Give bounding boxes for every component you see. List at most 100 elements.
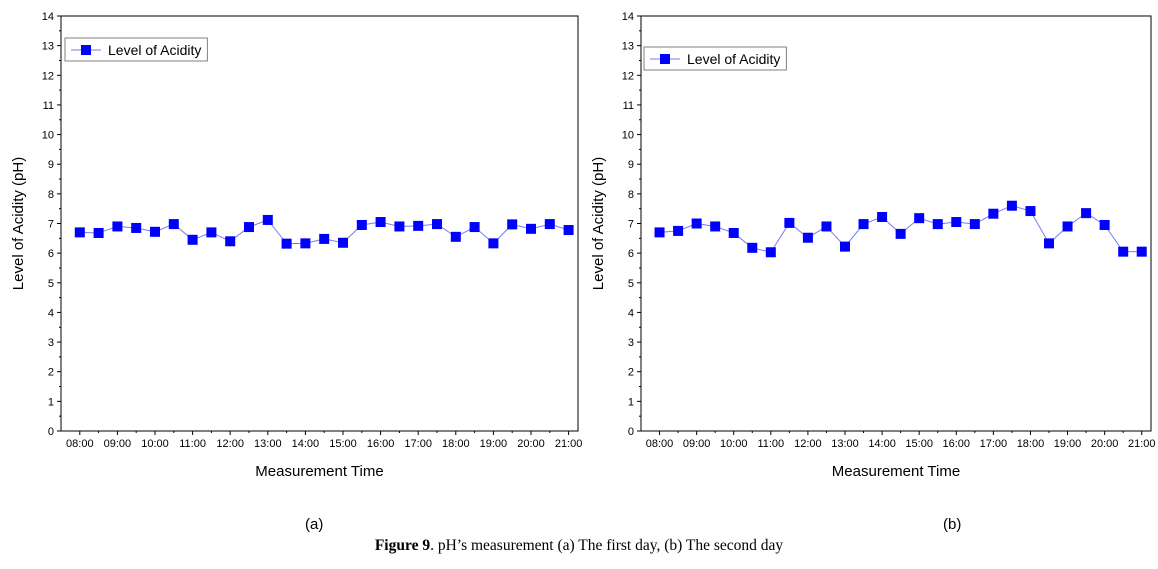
data-point: [563, 225, 574, 236]
data-point: [150, 226, 160, 237]
y-tick-label: 0: [48, 426, 54, 438]
data-point: [93, 227, 104, 238]
x-tick-label: 21:00: [555, 438, 583, 450]
y-tick-label: 8: [628, 189, 634, 201]
x-tick-label: 09:00: [104, 438, 132, 450]
y-tick-label: 13: [622, 41, 634, 53]
panel-label-b: (b): [943, 516, 962, 533]
data-point: [244, 222, 254, 233]
y-tick-label: 11: [623, 100, 634, 112]
data-point: [932, 219, 943, 230]
data-point: [112, 221, 123, 232]
x-tick-label: 09:00: [683, 438, 711, 450]
y-tick-label: 9: [628, 159, 634, 171]
y-tick-label: 4: [628, 307, 634, 319]
x-tick-label: 19:00: [1054, 438, 1082, 450]
data-point: [765, 247, 776, 258]
data-point: [895, 228, 906, 239]
legend-marker: [81, 45, 91, 55]
legend-marker: [660, 54, 670, 64]
y-tick-label: 11: [43, 100, 54, 112]
data-point: [710, 221, 721, 232]
data-point: [840, 241, 850, 252]
data-point: [187, 234, 198, 245]
y-tick-label: 8: [48, 189, 54, 201]
x-tick-label: 15:00: [905, 438, 933, 450]
data-point: [673, 225, 684, 236]
data-point: [526, 223, 536, 234]
x-tick-label: 18:00: [1017, 438, 1045, 450]
y-tick-label: 5: [628, 278, 634, 290]
legend-label: Level of Acidity: [687, 51, 780, 67]
y-tick-label: 10: [622, 130, 634, 142]
data-point: [507, 219, 518, 230]
data-point: [951, 217, 962, 228]
x-tick-label: 17:00: [404, 438, 432, 450]
y-tick-label: 5: [48, 278, 54, 290]
data-point: [969, 219, 980, 230]
x-axis-title: Measurement Time: [832, 463, 960, 480]
legend-box: [64, 37, 208, 62]
x-tick-label: 19:00: [480, 438, 508, 450]
y-tick-label: 1: [628, 396, 634, 408]
data-point: [319, 233, 330, 244]
y-tick-label: 13: [42, 41, 54, 53]
data-point: [858, 219, 869, 230]
data-point: [225, 236, 236, 247]
x-tick-label: 21:00: [1128, 438, 1156, 450]
x-tick-label: 11:00: [757, 438, 784, 450]
x-axis-title: Measurement Time: [255, 463, 383, 480]
data-point: [450, 231, 461, 242]
x-tick-label: 17:00: [980, 438, 1008, 450]
data-point: [432, 219, 442, 230]
data-point: [300, 238, 311, 249]
x-tick-label: 16:00: [367, 438, 395, 450]
data-point: [413, 220, 424, 231]
x-tick-label: 20:00: [1091, 438, 1119, 450]
data-point: [375, 217, 386, 228]
y-tick-label: 6: [48, 248, 54, 260]
data-point: [914, 213, 925, 224]
x-tick-label: 13:00: [254, 438, 282, 450]
y-tick-label: 9: [48, 159, 54, 171]
data-point: [131, 222, 142, 233]
x-tick-label: 18:00: [442, 438, 470, 450]
y-tick-label: 12: [42, 70, 54, 82]
y-tick-label: 14: [622, 11, 634, 23]
data-point: [1081, 208, 1092, 219]
data-point: [1099, 219, 1110, 230]
y-tick-label: 3: [48, 337, 54, 349]
data-point: [356, 219, 367, 230]
data-point: [262, 214, 273, 225]
x-tick-label: 20:00: [517, 438, 545, 450]
y-tick-label: 12: [622, 70, 634, 82]
data-point: [394, 221, 405, 232]
y-tick-label: 3: [628, 337, 634, 349]
y-axis-title: Level of Acidity (pH): [10, 157, 27, 290]
data-point: [784, 217, 795, 228]
x-tick-label: 14:00: [292, 438, 320, 450]
panel-label-a: (a): [305, 516, 324, 533]
data-point: [1062, 221, 1073, 232]
data-point: [1136, 246, 1147, 257]
data-point: [1044, 238, 1054, 249]
x-tick-label: 10:00: [720, 438, 748, 450]
x-tick-label: 08:00: [66, 438, 94, 450]
data-point: [206, 227, 217, 238]
x-tick-label: 12:00: [216, 438, 244, 450]
data-point: [469, 222, 480, 233]
y-axis-title: Level of Acidity (pH): [590, 157, 607, 290]
legend-label: Level of Acidity: [108, 42, 201, 58]
data-point: [168, 219, 179, 230]
data-point: [802, 232, 813, 243]
x-tick-label: 12:00: [794, 438, 822, 450]
data-point: [728, 227, 739, 238]
data-point: [1025, 206, 1036, 217]
y-tick-label: 2: [628, 367, 634, 379]
data-point: [281, 238, 292, 249]
y-tick-label: 7: [48, 219, 54, 231]
data-point: [821, 221, 832, 232]
